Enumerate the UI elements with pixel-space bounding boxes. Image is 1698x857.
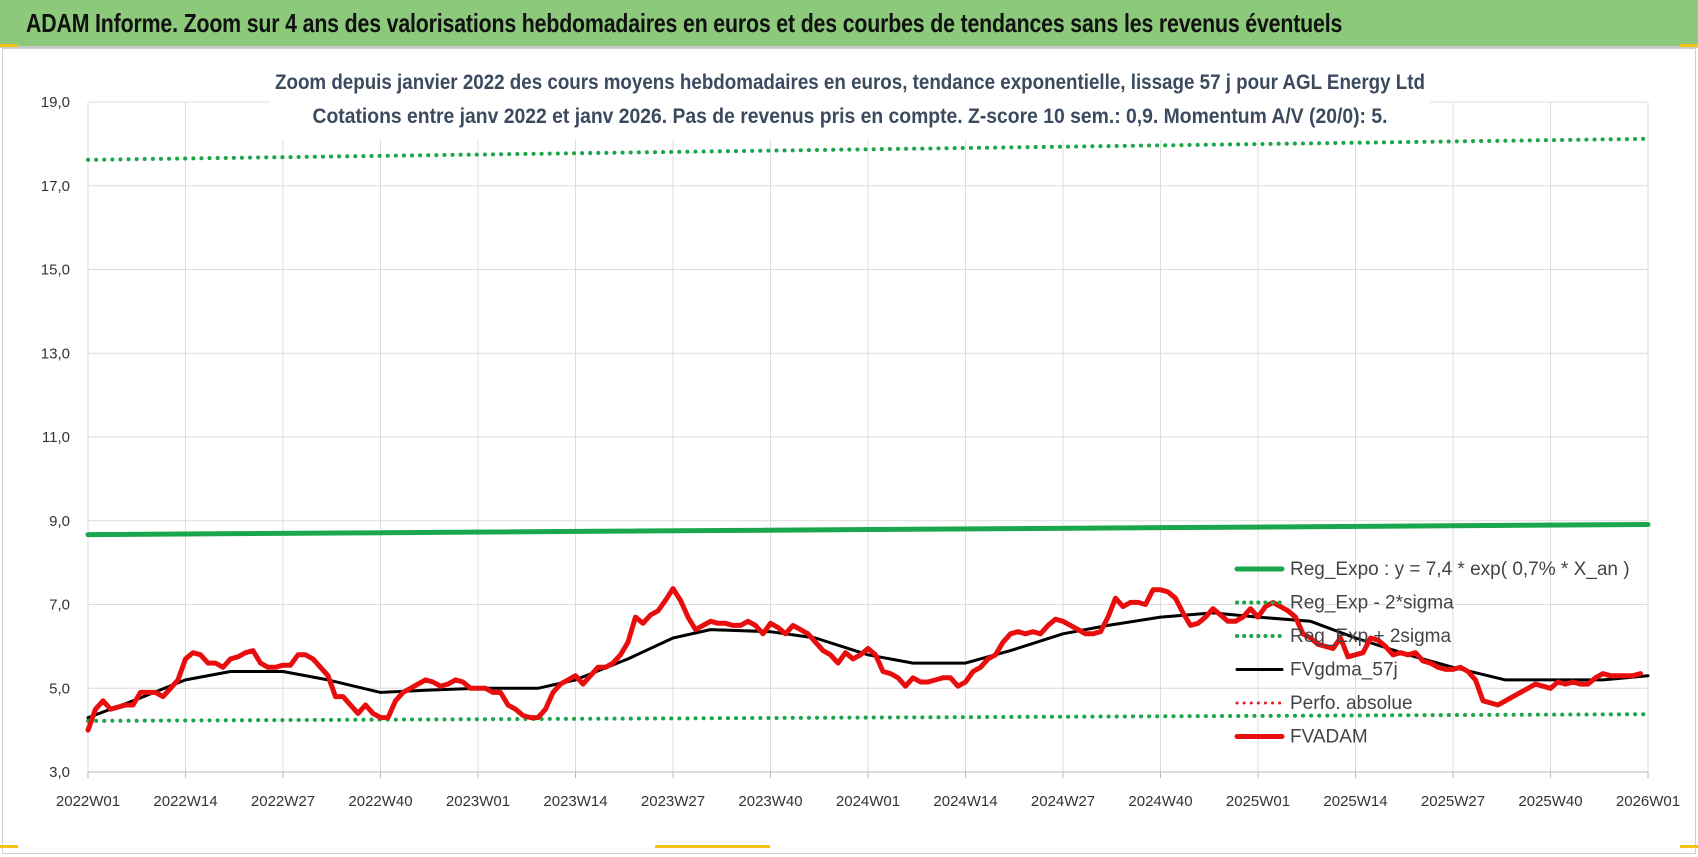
x-tick-label: 2023W01 [446,793,510,810]
y-tick-label: 7,0 [49,597,70,614]
series-line-0 [85,522,1651,538]
y-tick-label: 15,0 [41,262,70,279]
legend-label: FVADAM [1290,727,1368,748]
legend-label: Perfo. absolue [1290,693,1413,714]
x-tick-label: 2023W14 [543,793,607,810]
x-tick-label: 2024W27 [1031,793,1095,810]
x-tick-label: 2025W14 [1323,793,1387,810]
series-line-1 [86,712,1650,723]
y-tick-label: 9,0 [49,513,70,530]
x-tick-label: 2025W40 [1518,793,1582,810]
report-title: ADAM Informe. Zoom sur 4 ans des valoris… [26,8,1343,38]
series-line-2 [86,136,1650,162]
y-tick-label: 13,0 [41,345,70,362]
x-tick-label: 2022W40 [348,793,412,810]
chart-panel [2,48,1696,854]
axis-labels: 3,0 5,0 7,0 9,0 11,0 13,0 15,0 17,0 19,0 2022W01 2… [41,94,1680,810]
legend-label: Reg_Expo : y = 7,4 * exp( 0,7% * X_an ) [1290,559,1630,580]
title-background [270,64,1430,140]
series-layer [85,136,1651,733]
corner-marker [1680,845,1698,848]
y-tick-label: 19,0 [41,94,70,111]
x-tick-label: 2025W01 [1226,793,1290,810]
x-tick-label: 2022W27 [251,793,315,810]
corner-marker [1680,44,1698,47]
x-tick-label: 2024W14 [933,793,997,810]
x-tick-label: 2022W14 [153,793,217,810]
x-tick-label: 2025W27 [1421,793,1485,810]
x-tick-label: 2023W27 [641,793,705,810]
legend-label: Reg_Exp + 2sigma [1290,626,1451,647]
grid-lines [87,101,1649,778]
header-bar: ADAM Informe. Zoom sur 4 ans des valoris… [0,0,1698,48]
chart-legend: Reg_Expo : y = 7,4 * exp( 0,7% * X_an ) R… [1234,559,1630,748]
y-tick-label: 5,0 [49,680,70,697]
corner-marker [0,44,18,47]
x-tick-label: 2024W01 [836,793,900,810]
corner-marker [0,845,18,848]
series-line-5 [85,586,1643,733]
x-tick-label: 2026W01 [1616,793,1680,810]
corner-marker [655,845,770,848]
x-tick-label: 2024W40 [1128,793,1192,810]
y-tick-label: 17,0 [41,178,70,195]
y-tick-label: 3,0 [49,764,70,781]
chart-subtitle: Cotations entre janv 2022 et janv 2026. … [313,105,1388,128]
y-tick-label: 11,0 [42,429,70,446]
legend-label: FVgdma_57j [1290,660,1398,681]
chart-title: Zoom depuis janvier 2022 des cours moyen… [275,71,1425,94]
x-tick-label: 2022W01 [56,793,120,810]
legend-label: Reg_Exp - 2*sigma [1290,593,1454,614]
x-tick-label: 2023W40 [738,793,802,810]
